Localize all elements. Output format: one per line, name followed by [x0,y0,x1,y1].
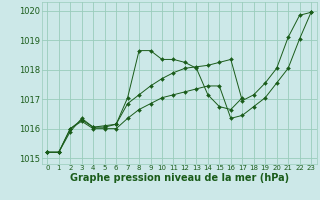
X-axis label: Graphe pression niveau de la mer (hPa): Graphe pression niveau de la mer (hPa) [70,173,289,183]
